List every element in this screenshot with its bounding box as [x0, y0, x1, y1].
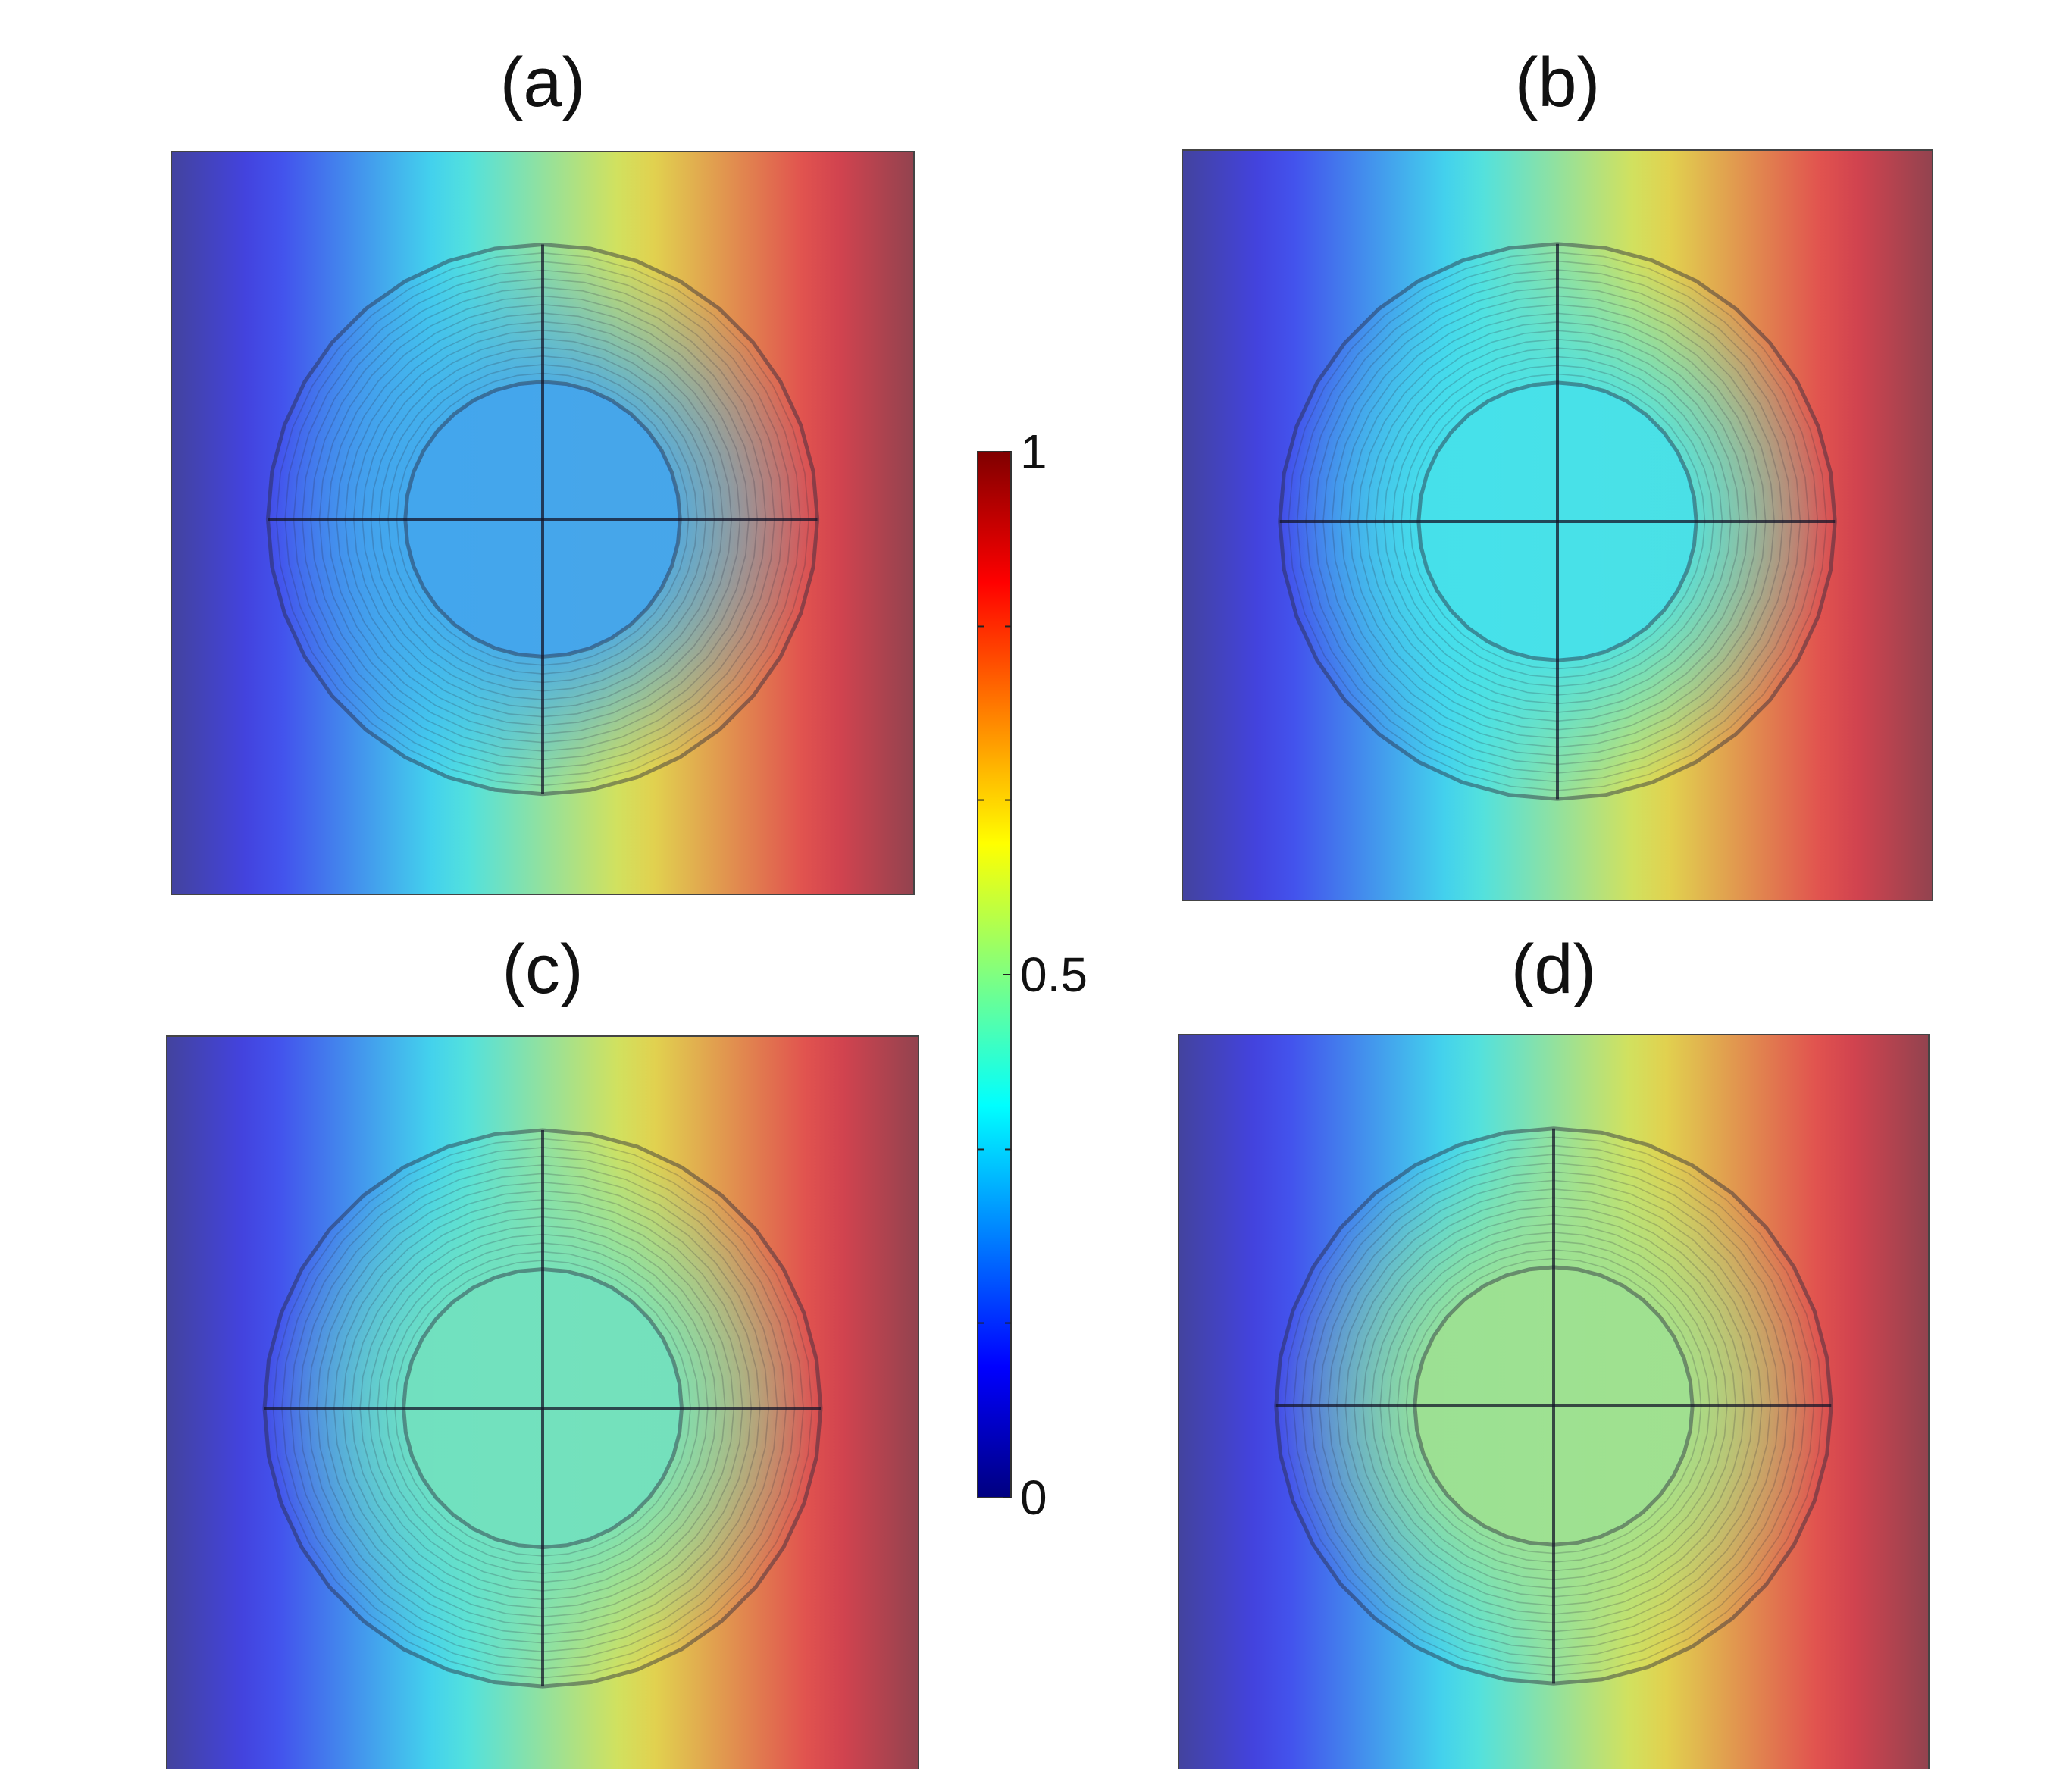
- panel-c: (c): [166, 931, 919, 1769]
- panel-d: (d): [1178, 931, 1930, 1769]
- panel-title: (b): [1515, 44, 1600, 121]
- panel-b: (b): [1182, 44, 1933, 901]
- colorbar-tick-label: 1: [1020, 424, 1047, 479]
- panels-group: (a) (b) (c) (d): [166, 44, 1933, 1769]
- panel-title: (a): [500, 44, 585, 121]
- panel-a: (a): [171, 44, 915, 895]
- panel-title: (c): [502, 931, 583, 1008]
- panel-title: (d): [1511, 931, 1596, 1008]
- colorbar-tick-label: 0.5: [1020, 947, 1088, 1002]
- colorbar-tick-label: 0: [1020, 1470, 1047, 1525]
- colorbar: 00.51: [977, 424, 1088, 1525]
